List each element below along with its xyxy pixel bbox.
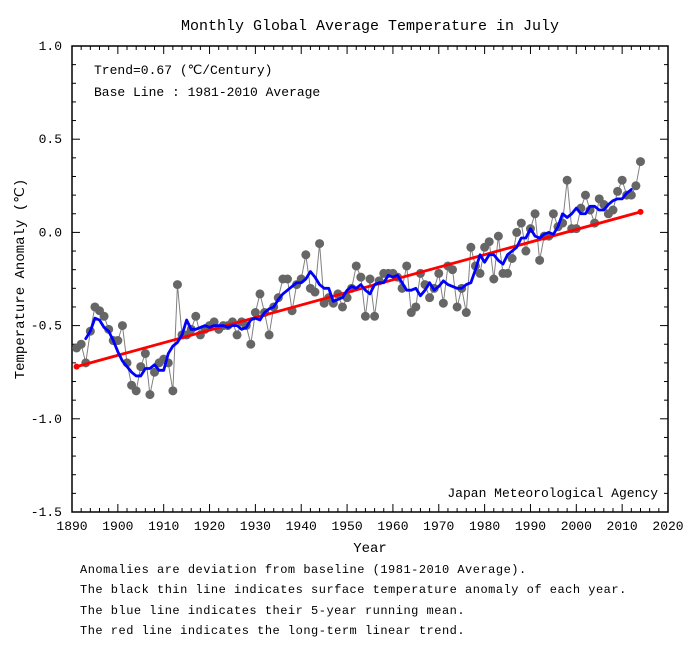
y-tick-label: -0.5 [31, 319, 62, 334]
yearly-anomaly-marker [132, 386, 141, 395]
yearly-anomaly-marker [356, 273, 365, 282]
x-tick-label: 1970 [423, 519, 454, 534]
yearly-anomaly-marker [636, 157, 645, 166]
yearly-anomaly-marker [255, 289, 264, 298]
x-tick-label: 1980 [469, 519, 500, 534]
x-tick-label: 1990 [515, 519, 546, 534]
yearly-anomaly-marker [608, 206, 617, 215]
temperature-anomaly-chart: Monthly Global Average Temperature in Ju… [0, 0, 700, 656]
trend-line [77, 212, 641, 367]
yearly-anomaly-marker [77, 340, 86, 349]
caption-line: The blue line indicates their 5-year run… [80, 601, 627, 621]
yearly-anomaly-marker [489, 275, 498, 284]
caption-line: The black thin line indicates surface te… [80, 580, 627, 600]
trend-endpoint [637, 209, 643, 215]
source-annotation: Japan Meteorological Agency [447, 486, 658, 501]
caption-line: Anomalies are deviation from baseline (1… [80, 560, 627, 580]
y-tick-label: 0.0 [39, 225, 62, 240]
yearly-anomaly-marker [352, 261, 361, 270]
yearly-anomaly-marker [361, 312, 370, 321]
x-tick-label: 2010 [607, 519, 638, 534]
yearly-anomaly-marker [453, 302, 462, 311]
trend-annotation: Trend=0.67 (℃/Century) [94, 63, 272, 78]
yearly-anomaly-marker [246, 340, 255, 349]
yearly-anomaly-marker [521, 247, 530, 256]
chart-caption: Anomalies are deviation from baseline (1… [80, 560, 627, 642]
yearly-anomaly-marker [512, 228, 521, 237]
y-tick-label: 1.0 [39, 39, 62, 54]
yearly-anomaly-marker [563, 176, 572, 185]
yearly-anomaly-marker [466, 243, 475, 252]
yearly-anomaly-marker [631, 181, 640, 190]
yearly-anomaly-marker [517, 219, 526, 228]
x-tick-label: 2020 [652, 519, 683, 534]
yearly-anomaly-marker [370, 312, 379, 321]
yearly-anomaly-marker [301, 250, 310, 259]
yearly-anomaly-marker [581, 191, 590, 200]
yearly-anomaly-marker [425, 293, 434, 302]
yearly-anomaly-marker [411, 302, 420, 311]
yearly-anomaly-marker [503, 269, 512, 278]
yearly-anomaly-marker [145, 390, 154, 399]
yearly-anomaly-marker [366, 275, 375, 284]
yearly-anomaly-marker [618, 176, 627, 185]
yearly-anomaly-marker [310, 288, 319, 297]
yearly-anomaly-marker [494, 232, 503, 241]
y-tick-label: -1.0 [31, 412, 62, 427]
yearly-anomaly-marker [118, 321, 127, 330]
yearly-anomaly-marker [338, 302, 347, 311]
x-tick-label: 2000 [561, 519, 592, 534]
yearly-anomaly-marker [535, 256, 544, 265]
yearly-anomaly-marker [173, 280, 182, 289]
x-tick-label: 1950 [331, 519, 362, 534]
yearly-anomaly-marker [315, 239, 324, 248]
yearly-anomaly-marker [549, 209, 558, 218]
x-tick-label: 1900 [102, 519, 133, 534]
yearly-anomaly-marker [613, 187, 622, 196]
y-tick-label: 0.5 [39, 132, 62, 147]
yearly-anomaly-marker [233, 330, 242, 339]
yearly-anomaly-marker [531, 209, 540, 218]
x-tick-label: 1890 [56, 519, 87, 534]
yearly-anomaly-marker [100, 312, 109, 321]
yearly-anomaly-marker [476, 269, 485, 278]
baseline-annotation: Base Line : 1981-2010 Average [94, 85, 320, 100]
x-tick-label: 1960 [377, 519, 408, 534]
yearly-anomaly-marker [283, 275, 292, 284]
trend-endpoint [74, 364, 80, 370]
yearly-anomaly-marker [434, 269, 443, 278]
x-tick-label: 1930 [240, 519, 271, 534]
yearly-anomaly-marker [168, 386, 177, 395]
x-tick-label: 1940 [286, 519, 317, 534]
chart-title: Monthly Global Average Temperature in Ju… [181, 18, 559, 35]
yearly-anomaly-marker [402, 261, 411, 270]
yearly-anomaly-marker [485, 237, 494, 246]
caption-line: The red line indicates the long-term lin… [80, 621, 627, 641]
yearly-anomaly-marker [462, 308, 471, 317]
yearly-anomaly-marker [141, 349, 150, 358]
y-axis-label: Temperature Anomaly (℃) [13, 179, 29, 380]
y-tick-label: -1.5 [31, 505, 62, 520]
yearly-anomaly-marker [191, 312, 200, 321]
yearly-anomaly-marker [439, 299, 448, 308]
running-mean-line [86, 190, 632, 376]
x-tick-label: 1920 [194, 519, 225, 534]
x-axis-label: Year [353, 541, 387, 557]
yearly-anomaly-marker [448, 265, 457, 274]
x-tick-label: 1910 [148, 519, 179, 534]
yearly-anomaly-marker [265, 330, 274, 339]
